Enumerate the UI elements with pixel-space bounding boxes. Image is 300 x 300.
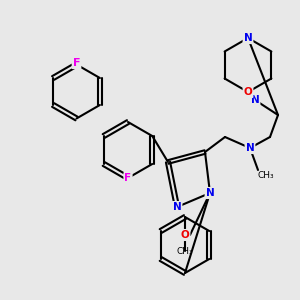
Text: CH₃: CH₃ [258, 170, 274, 179]
Text: N: N [172, 202, 182, 212]
Text: F: F [124, 173, 132, 183]
Text: N: N [244, 33, 252, 43]
Text: N: N [246, 143, 254, 153]
Text: N: N [206, 188, 214, 198]
Text: F: F [73, 58, 80, 68]
Text: CH₃: CH₃ [177, 247, 193, 256]
Text: N: N [250, 95, 260, 105]
Text: O: O [181, 230, 189, 240]
Text: O: O [244, 87, 252, 97]
